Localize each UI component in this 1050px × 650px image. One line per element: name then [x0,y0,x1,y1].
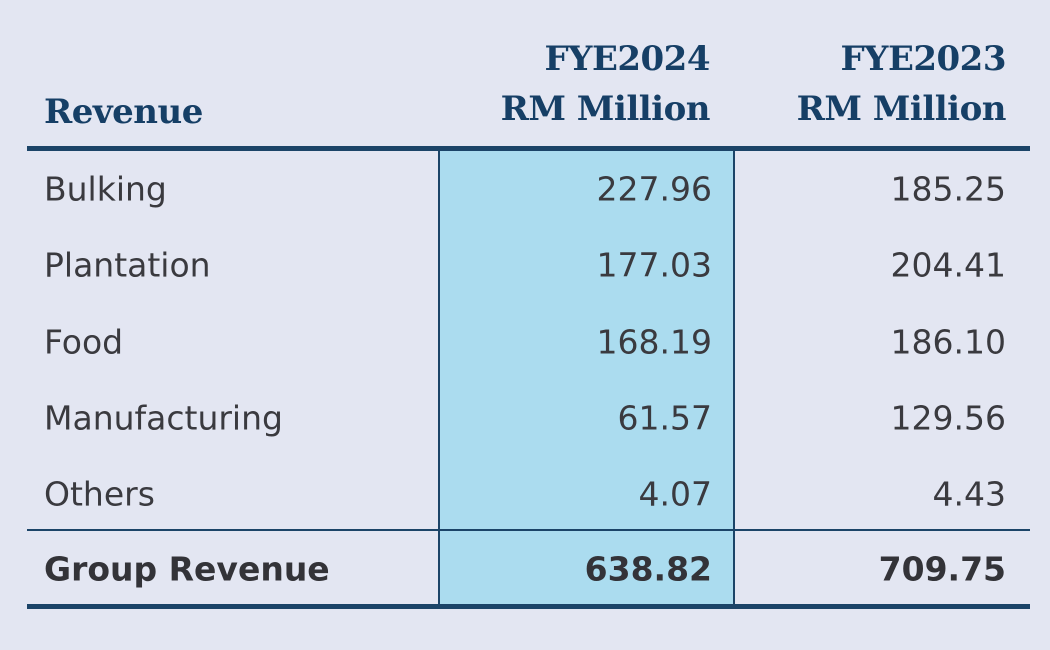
table-row: Others 4.07 4.43 [27,456,1030,532]
table-row: Bulking 227.96 185.25 [27,151,1030,227]
row-fye2024-value: 4.07 [638,474,712,514]
total-label: Group Revenue [44,549,330,589]
revenue-table: Revenue FYE2024 RM Million FYE2023 RM Mi… [27,0,1030,650]
total-rule [27,529,1030,531]
total-fye2023-value: 709.75 [878,549,1006,589]
row-label: Plantation [44,245,211,285]
row-fye2023-value: 185.25 [890,169,1006,209]
header-fye2023: FYE2023 RM Million [796,34,1007,134]
table-row: Food 168.19 186.10 [27,304,1030,380]
row-fye2023-value: 4.43 [932,474,1006,514]
table-row: Manufacturing 61.57 129.56 [27,380,1030,456]
row-fye2024-value: 177.03 [596,245,712,285]
row-fye2023-value: 186.10 [890,322,1006,362]
row-label: Manufacturing [44,398,283,438]
row-fye2023-value: 204.41 [890,245,1006,285]
header-fye2024-year: FYE2024 [544,39,711,79]
row-fye2023-value: 129.56 [890,398,1006,438]
row-label: Others [44,474,155,514]
header-revenue: Revenue [44,92,203,132]
column-divider-right [733,148,735,607]
total-row: Group Revenue 638.82 709.75 [27,531,1030,607]
header-fye2024: FYE2024 RM Million [500,34,711,134]
row-fye2024-value: 168.19 [596,322,712,362]
row-label: Food [44,322,124,362]
header-fye2024-unit: RM Million [500,89,711,129]
header-fye2023-year: FYE2023 [840,39,1007,79]
bottom-rule [27,604,1030,609]
row-label: Bulking [44,169,167,209]
total-fye2024-value: 638.82 [584,549,712,589]
row-fye2024-value: 61.57 [617,398,712,438]
column-divider-left [438,148,440,607]
row-fye2024-value: 227.96 [596,169,712,209]
table-row: Plantation 177.03 204.41 [27,227,1030,303]
header-fye2023-unit: RM Million [796,89,1007,129]
header-rule [27,146,1030,151]
